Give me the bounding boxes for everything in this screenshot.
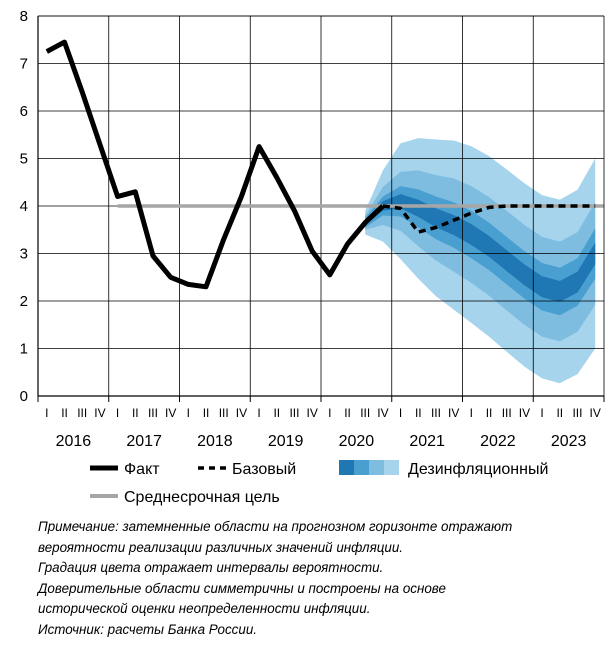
quarter-label: I — [257, 406, 260, 420]
quarter-label: II — [344, 406, 351, 420]
legend: Факт Базовый Дезинфляционный Среднесрочн… — [90, 460, 548, 506]
year-label: 2022 — [480, 433, 516, 450]
quarter-label: I — [399, 406, 402, 420]
year-label: 2019 — [268, 433, 304, 450]
y-tick-label: 3 — [20, 246, 28, 263]
fact-line — [45, 39, 385, 290]
note-line: вероятности реализации различных значени… — [38, 539, 404, 555]
quarter-label: IV — [448, 406, 459, 420]
fan-bands — [365, 138, 596, 384]
year-label: 2018 — [197, 433, 233, 450]
quarter-label: II — [415, 406, 422, 420]
quarter-label: I — [540, 406, 543, 420]
quarter-label: IV — [589, 406, 600, 420]
note-line: Доверительные области симметричны и пост… — [38, 580, 446, 596]
quarter-label: III — [360, 406, 370, 420]
quarter-label: II — [61, 406, 68, 420]
note-line: Градация цвета отражает интервалы вероят… — [38, 560, 384, 576]
legend-fan-swatch-2 — [354, 460, 369, 475]
y-tick-label: 0 — [20, 388, 28, 405]
quarter-label: II — [486, 406, 493, 420]
quarter-label: IV — [519, 406, 530, 420]
quarter-label: I — [328, 406, 331, 420]
year-label: 2021 — [409, 433, 445, 450]
year-label: 2023 — [551, 433, 587, 450]
notes: Примечание: затемненные области на прогн… — [38, 517, 598, 641]
y-tick-label: 1 — [20, 341, 28, 358]
quarter-label: II — [132, 406, 139, 420]
x-ticks: I II III IV I II III IV I II III IV I II III IV I II III IV… — [37, 396, 605, 450]
quarter-label: IV — [236, 406, 247, 420]
quarter-label: III — [431, 406, 441, 420]
quarter-label: IV — [377, 406, 388, 420]
legend-fact-label: Факт — [124, 461, 160, 478]
base-series — [382, 204, 596, 234]
quarter-label: II — [556, 406, 563, 420]
y-tick-label: 7 — [20, 56, 28, 73]
legend-target-label: Среднесрочная цель — [124, 489, 280, 506]
legend-fan-swatch-4 — [384, 460, 399, 475]
quarter-label: IV — [94, 406, 105, 420]
quarter-label: III — [572, 406, 582, 420]
y-tick-label: 4 — [20, 198, 28, 215]
quarter-label: I — [45, 406, 48, 420]
quarter-label: III — [219, 406, 229, 420]
note-line: Источник: расчеты Банка России. — [38, 621, 257, 637]
year-label: 2020 — [339, 433, 375, 450]
note-line: исторической оценки неопределенности инф… — [38, 601, 371, 617]
legend-base-label: Базовый — [232, 461, 296, 478]
quarter-label: II — [273, 406, 280, 420]
quarter-label: III — [289, 406, 299, 420]
legend-fan-swatch-1 — [339, 460, 354, 475]
quarter-label: I — [116, 406, 119, 420]
y-tick-label: 8 — [20, 8, 28, 25]
y-ticks: 0 1 2 3 4 5 6 7 8 — [20, 8, 28, 405]
quarter-label: II — [203, 406, 210, 420]
fan-band-1 — [365, 194, 596, 302]
legend-fan-swatch-3 — [369, 460, 384, 475]
y-tick-label: 5 — [20, 151, 28, 168]
fact-series — [45, 39, 385, 290]
quarter-label: IV — [165, 406, 176, 420]
y-tick-label: 6 — [20, 103, 28, 120]
quarter-label: I — [470, 406, 473, 420]
quarter-label: III — [502, 406, 512, 420]
quarter-label: III — [77, 406, 87, 420]
quarter-label: I — [187, 406, 190, 420]
legend-fan-label: Дезинфляционный — [408, 461, 548, 478]
note-line: Примечание: затемненные области на прогн… — [38, 519, 513, 534]
year-label: 2017 — [126, 433, 162, 450]
quarter-label: IV — [306, 406, 317, 420]
base-line — [382, 204, 596, 234]
quarter-label: III — [148, 406, 158, 420]
y-tick-label: 2 — [20, 293, 28, 310]
year-label: 2016 — [56, 433, 92, 450]
